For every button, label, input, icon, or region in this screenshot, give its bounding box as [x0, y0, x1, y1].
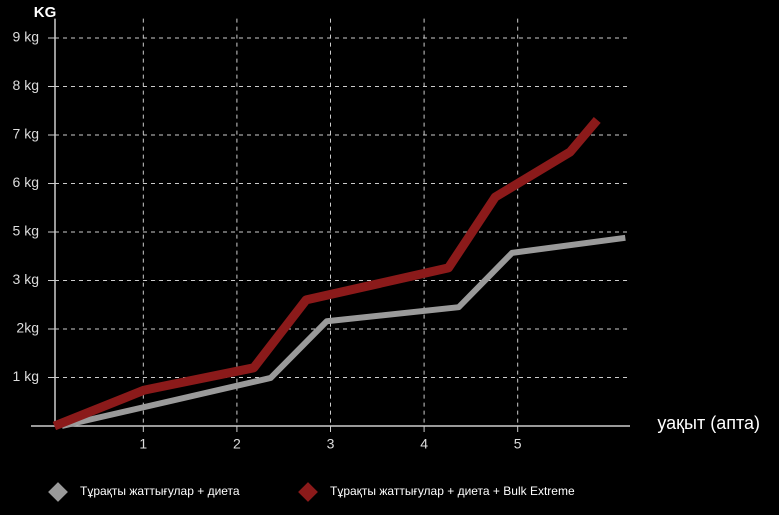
- data-line: [61, 234, 626, 429]
- y-tick-label: 3 kg: [13, 271, 39, 287]
- x-tick-label: 4: [420, 436, 428, 452]
- legend-marker: [298, 482, 318, 502]
- y-tick-label: 6 kg: [13, 174, 39, 190]
- y-tick-label: 1 kg: [13, 368, 39, 384]
- y-tick-label: 5 kg: [13, 223, 39, 239]
- x-tick-label: 1: [139, 436, 147, 452]
- x-tick-label: 2: [233, 436, 241, 452]
- y-tick-label: 2kg: [16, 320, 39, 336]
- x-tick-label: 3: [327, 436, 335, 452]
- y-tick-label: 7 kg: [13, 126, 39, 142]
- legend-marker: [48, 482, 68, 502]
- y-tick-label: 9 kg: [13, 29, 39, 45]
- x-tick-label: 5: [514, 436, 522, 452]
- legend-label: Тұрақты жаттығулар + диета: [80, 484, 240, 498]
- legend-label: Тұрақты жаттығулар + диета + Bulk Extrem…: [330, 484, 575, 498]
- y-axis-label: KG: [34, 4, 57, 21]
- x-axis-label: уақыт (апта): [657, 413, 760, 433]
- y-tick-label: 8 kg: [13, 77, 39, 93]
- data-line: [52, 117, 601, 431]
